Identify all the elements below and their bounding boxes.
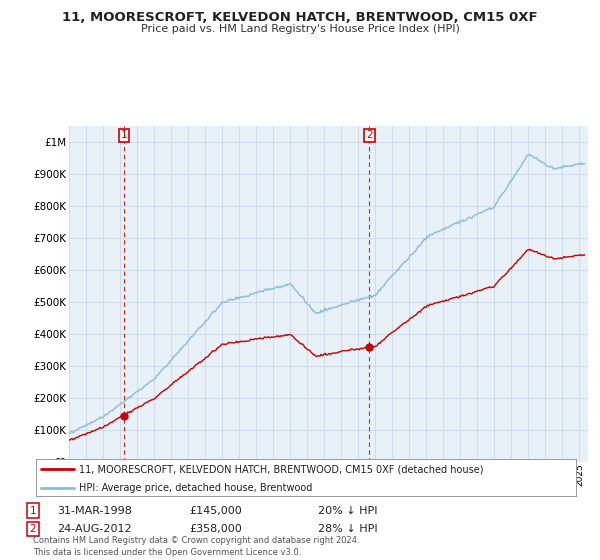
Text: £145,000: £145,000	[189, 506, 242, 516]
Text: 20% ↓ HPI: 20% ↓ HPI	[318, 506, 377, 516]
Text: 1: 1	[29, 506, 37, 516]
Text: 11, MOORESCROFT, KELVEDON HATCH, BRENTWOOD, CM15 0XF (detached house): 11, MOORESCROFT, KELVEDON HATCH, BRENTWO…	[79, 464, 484, 474]
Text: HPI: Average price, detached house, Brentwood: HPI: Average price, detached house, Bren…	[79, 483, 313, 493]
Text: 2: 2	[366, 130, 373, 141]
Text: 28% ↓ HPI: 28% ↓ HPI	[318, 524, 377, 534]
Text: £358,000: £358,000	[189, 524, 242, 534]
Text: Price paid vs. HM Land Registry's House Price Index (HPI): Price paid vs. HM Land Registry's House …	[140, 24, 460, 34]
Text: 1: 1	[121, 130, 128, 141]
Text: 24-AUG-2012: 24-AUG-2012	[57, 524, 131, 534]
Text: 31-MAR-1998: 31-MAR-1998	[57, 506, 132, 516]
Text: 11, MOORESCROFT, KELVEDON HATCH, BRENTWOOD, CM15 0XF: 11, MOORESCROFT, KELVEDON HATCH, BRENTWO…	[62, 11, 538, 24]
Text: 2: 2	[29, 524, 37, 534]
Text: Contains HM Land Registry data © Crown copyright and database right 2024.
This d: Contains HM Land Registry data © Crown c…	[33, 536, 359, 557]
